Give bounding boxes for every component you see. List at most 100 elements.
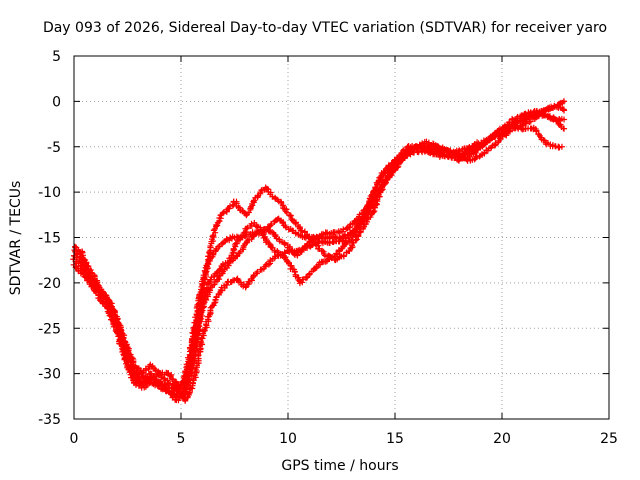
- data-point: [207, 287, 214, 294]
- data-point: [447, 149, 454, 156]
- data-point: [419, 149, 426, 156]
- data-point: [348, 230, 355, 237]
- data-point: [240, 230, 247, 237]
- data-point: [187, 354, 194, 361]
- data-point: [116, 327, 123, 334]
- data-point: [273, 235, 280, 242]
- data-point: [198, 308, 205, 315]
- data-point: [250, 198, 257, 205]
- data-point: [281, 240, 288, 247]
- x-tick-label: 5: [177, 431, 186, 447]
- data-point: [333, 250, 340, 257]
- data-point: [89, 282, 96, 289]
- data-point: [266, 240, 273, 247]
- data-point: [348, 236, 355, 243]
- data-point: [319, 247, 326, 254]
- x-tick-label: 25: [600, 431, 618, 447]
- data-point: [295, 247, 302, 254]
- data-point: [129, 374, 136, 381]
- data-point: [521, 111, 528, 118]
- x-axis-ticks: 0 5 10 15 20 25: [70, 56, 618, 447]
- data-point: [288, 262, 295, 269]
- data-point: [380, 181, 387, 188]
- data-point: [195, 352, 202, 359]
- y-tick-label: -20: [38, 276, 61, 292]
- data-point: [352, 237, 359, 244]
- data-point: [367, 198, 374, 205]
- data-point: [209, 233, 216, 240]
- data-point: [371, 188, 378, 195]
- data-point: [265, 261, 272, 268]
- data-point: [309, 241, 316, 248]
- data-point: [77, 267, 84, 274]
- data-point: [382, 179, 389, 186]
- data-point: [492, 140, 499, 147]
- data-point: [265, 228, 272, 235]
- data-point: [85, 275, 92, 282]
- y-tick-label: -25: [38, 321, 61, 337]
- y-tick-label: -30: [38, 367, 61, 383]
- data-point: [136, 375, 143, 382]
- y-tick-label: 5: [52, 49, 61, 65]
- data-point: [267, 257, 274, 264]
- data-point: [558, 143, 565, 150]
- data-point: [268, 220, 275, 227]
- data-point: [385, 165, 392, 172]
- data-point: [407, 146, 414, 153]
- y-tick-label: 0: [52, 94, 61, 110]
- data-point: [251, 197, 258, 204]
- data-point: [105, 298, 112, 305]
- x-tick-label: 10: [279, 431, 297, 447]
- x-axis-label: GPS time / hours: [281, 458, 398, 474]
- data-point: [330, 239, 337, 246]
- data-point: [258, 227, 265, 234]
- data-point: [561, 107, 568, 114]
- data-point: [444, 148, 451, 155]
- data-point: [198, 293, 205, 300]
- y-axis-ticks: 5 0 -5 -10 -15 -20 -25 -30 -35: [38, 49, 609, 428]
- data-point: [219, 210, 226, 217]
- data-point: [309, 236, 316, 243]
- data-point: [561, 116, 568, 123]
- y-tick-label: -15: [38, 231, 61, 247]
- x-tick-label: 20: [493, 431, 511, 447]
- data-point: [199, 288, 206, 295]
- data-point: [370, 209, 377, 216]
- data-point: [257, 224, 264, 231]
- data-point: [554, 117, 561, 124]
- y-tick-label: -5: [47, 140, 61, 156]
- data-point: [214, 222, 221, 229]
- data-point: [561, 125, 568, 132]
- data-point: [243, 225, 250, 232]
- data-point: [280, 239, 287, 246]
- data-point: [551, 103, 558, 110]
- data-point: [211, 225, 218, 232]
- data-point: [239, 232, 246, 239]
- data-point: [200, 285, 207, 292]
- data-point: [197, 326, 204, 333]
- data-point: [337, 234, 344, 241]
- data-point: [369, 191, 376, 198]
- data-point: [81, 273, 88, 280]
- data-point: [248, 203, 255, 210]
- x-tick-label: 0: [70, 431, 79, 447]
- data-point: [260, 234, 267, 241]
- data-point: [517, 113, 524, 120]
- x-tick-label: 15: [386, 431, 404, 447]
- data-point: [156, 371, 163, 378]
- y-tick-label: -35: [38, 412, 61, 428]
- data-point: [331, 253, 338, 260]
- data-point: [379, 182, 386, 189]
- data-point: [229, 250, 236, 257]
- series-track-c: [71, 98, 568, 392]
- data-point: [144, 377, 151, 384]
- data-point: [346, 248, 353, 255]
- grid: [74, 56, 609, 419]
- data-point: [268, 244, 275, 251]
- data-point: [561, 98, 568, 105]
- data-point: [305, 271, 312, 278]
- data-point: [211, 300, 218, 307]
- data-point: [370, 188, 377, 195]
- data-point: [291, 269, 298, 276]
- data-point: [254, 268, 261, 275]
